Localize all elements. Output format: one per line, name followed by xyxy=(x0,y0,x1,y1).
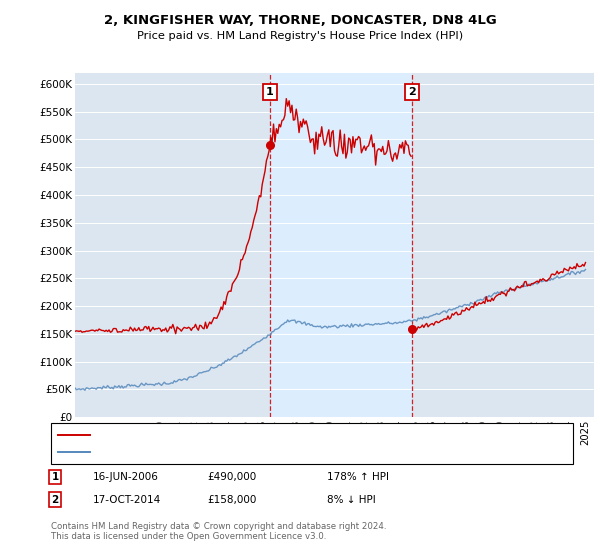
Text: 2, KINGFISHER WAY, THORNE, DONCASTER, DN8 4LG (detached house): 2, KINGFISHER WAY, THORNE, DONCASTER, DN… xyxy=(96,430,451,440)
Text: 1: 1 xyxy=(52,472,59,482)
Text: 2, KINGFISHER WAY, THORNE, DONCASTER, DN8 4LG: 2, KINGFISHER WAY, THORNE, DONCASTER, DN… xyxy=(104,14,496,27)
Text: Contains HM Land Registry data © Crown copyright and database right 2024.
This d: Contains HM Land Registry data © Crown c… xyxy=(51,522,386,542)
Text: 17-OCT-2014: 17-OCT-2014 xyxy=(93,494,161,505)
Text: Price paid vs. HM Land Registry's House Price Index (HPI): Price paid vs. HM Land Registry's House … xyxy=(137,31,463,41)
Text: 2: 2 xyxy=(408,87,416,97)
Text: £490,000: £490,000 xyxy=(207,472,256,482)
Text: 16-JUN-2006: 16-JUN-2006 xyxy=(93,472,159,482)
Text: HPI: Average price, detached house, Doncaster: HPI: Average price, detached house, Donc… xyxy=(96,447,331,458)
Text: 1: 1 xyxy=(266,87,274,97)
Text: £158,000: £158,000 xyxy=(207,494,256,505)
Text: 178% ↑ HPI: 178% ↑ HPI xyxy=(327,472,389,482)
Bar xyxy=(270,73,412,417)
Text: 8% ↓ HPI: 8% ↓ HPI xyxy=(327,494,376,505)
Text: 2: 2 xyxy=(52,494,59,505)
